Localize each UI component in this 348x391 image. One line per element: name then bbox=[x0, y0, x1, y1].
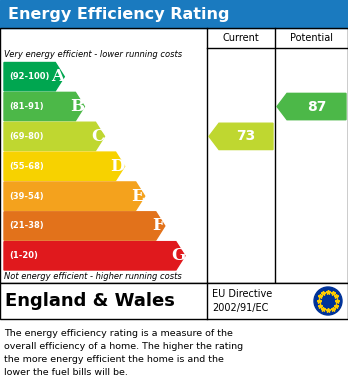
Bar bbox=[0, 0, 348, 28]
Text: B: B bbox=[70, 98, 85, 115]
Text: The energy efficiency rating is a measure of the
overall efficiency of a home. T: The energy efficiency rating is a measur… bbox=[4, 329, 243, 377]
Polygon shape bbox=[277, 93, 346, 120]
Polygon shape bbox=[4, 212, 165, 240]
Text: EU Directive
2002/91/EC: EU Directive 2002/91/EC bbox=[212, 289, 272, 313]
Bar bbox=[0, 28, 348, 283]
Text: G: G bbox=[171, 248, 185, 264]
Text: D: D bbox=[110, 158, 125, 175]
Text: (69-80): (69-80) bbox=[9, 132, 44, 141]
Text: Very energy efficient - lower running costs: Very energy efficient - lower running co… bbox=[4, 50, 182, 59]
Polygon shape bbox=[4, 122, 104, 151]
Text: (39-54): (39-54) bbox=[9, 192, 44, 201]
Text: C: C bbox=[91, 128, 104, 145]
Polygon shape bbox=[4, 63, 64, 91]
Bar bbox=[0, 283, 348, 319]
Polygon shape bbox=[4, 182, 145, 210]
Text: (92-100): (92-100) bbox=[9, 72, 49, 81]
Polygon shape bbox=[4, 92, 85, 121]
Text: F: F bbox=[152, 217, 164, 235]
Text: Potential: Potential bbox=[290, 33, 333, 43]
Circle shape bbox=[314, 287, 342, 315]
Text: (81-91): (81-91) bbox=[9, 102, 44, 111]
Text: (21-38): (21-38) bbox=[9, 221, 44, 230]
Text: England & Wales: England & Wales bbox=[5, 292, 175, 310]
Text: Not energy efficient - higher running costs: Not energy efficient - higher running co… bbox=[4, 272, 182, 281]
Text: 87: 87 bbox=[307, 100, 326, 113]
Text: E: E bbox=[131, 188, 144, 204]
Polygon shape bbox=[4, 242, 185, 270]
Text: A: A bbox=[51, 68, 64, 85]
Text: (1-20): (1-20) bbox=[9, 251, 38, 260]
Text: 73: 73 bbox=[236, 129, 256, 143]
Text: Current: Current bbox=[223, 33, 259, 43]
Text: (55-68): (55-68) bbox=[9, 162, 44, 171]
Polygon shape bbox=[4, 152, 125, 180]
Polygon shape bbox=[209, 123, 273, 150]
Text: Energy Efficiency Rating: Energy Efficiency Rating bbox=[8, 7, 229, 22]
